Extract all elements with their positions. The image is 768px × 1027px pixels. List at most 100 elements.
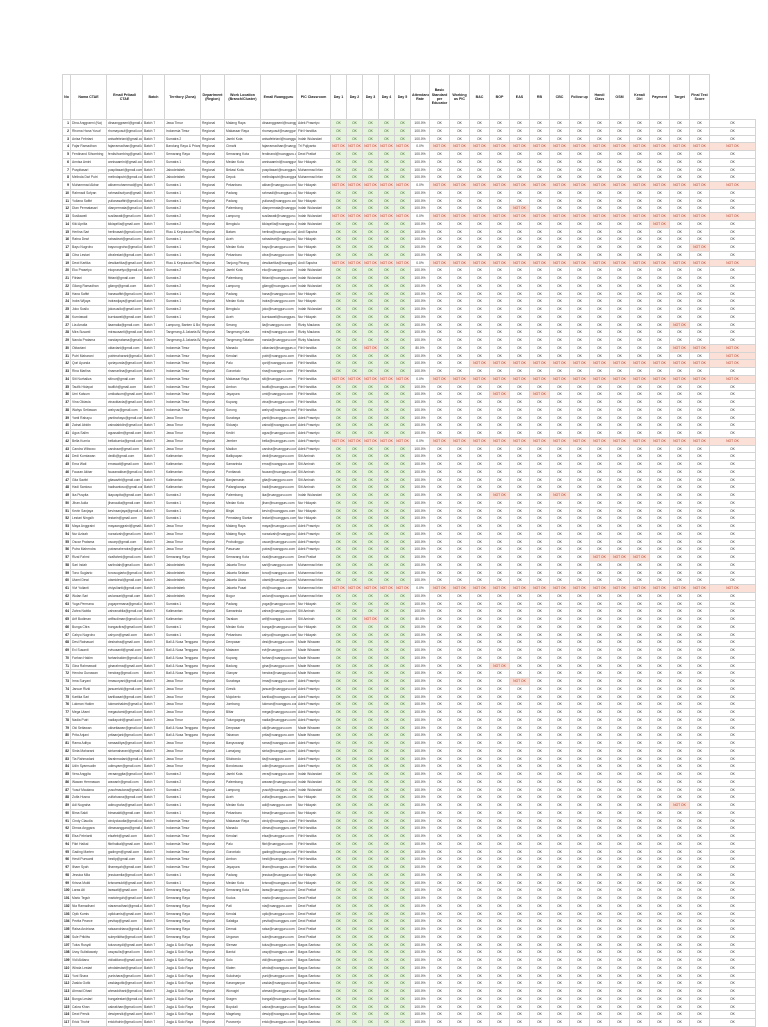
cell-email[interactable]: adinugraha@gmail.com [106, 801, 143, 810]
score-status[interactable]: OK [429, 405, 450, 415]
cell-batch[interactable]: Batch 7 [142, 514, 165, 523]
cell-dept[interactable]: Regional [200, 258, 225, 268]
attendance-rate[interactable]: 100.0% [410, 708, 430, 717]
score-status[interactable]: OK [649, 382, 670, 392]
cell-name[interactable]: Mega Utami [70, 708, 107, 717]
day-status[interactable]: OK [346, 514, 363, 523]
score-status[interactable]: OK [569, 808, 590, 818]
row-number[interactable]: 64 [62, 607, 71, 616]
score-status[interactable]: OK [709, 801, 756, 810]
score-status[interactable]: OK [589, 522, 610, 531]
score-status[interactable]: OK [689, 878, 710, 888]
cell-pic[interactable]: Adek Prasetyo [296, 739, 331, 748]
day-status[interactable]: OK [378, 134, 395, 144]
score-status[interactable]: OK [429, 653, 450, 663]
score-status[interactable]: OK [669, 855, 690, 864]
score-status[interactable]: OK [629, 126, 650, 136]
cell-pic[interactable]: Fitri Handika [296, 847, 331, 857]
score-status[interactable]: OK [449, 196, 470, 206]
cell-email[interactable]: nandapratama@gmail.com [106, 336, 143, 345]
day-status[interactable]: OK [394, 677, 411, 686]
score-status[interactable]: OK [689, 452, 710, 461]
cell-pic[interactable]: Adek Prasetyo [296, 529, 331, 539]
score-status[interactable]: OK [429, 289, 450, 299]
day-status[interactable]: OK [362, 646, 379, 655]
cell-pic[interactable]: Rizky Maulana [296, 336, 331, 345]
score-status[interactable]: OK [509, 963, 530, 973]
score-status[interactable]: OK [429, 343, 450, 353]
day-status[interactable]: OK [346, 847, 363, 857]
score-status[interactable]: OK [509, 266, 530, 275]
score-status[interactable]: OK [469, 173, 490, 182]
day-status[interactable]: OK [378, 467, 395, 477]
score-status[interactable]: OK [509, 808, 530, 818]
score-status[interactable]: OK [709, 1018, 756, 1027]
cell-rg[interactable]: mira@ruangguru.com [260, 328, 297, 337]
score-status[interactable]: OK [669, 1018, 690, 1027]
day-status[interactable]: OK [330, 963, 347, 973]
score-status[interactable]: OK [429, 188, 450, 198]
row-number[interactable]: 61 [62, 584, 71, 593]
cell-loc[interactable]: Bogor [224, 591, 261, 601]
row-number[interactable]: 65 [62, 615, 71, 624]
score-status[interactable]: OK [429, 320, 450, 330]
cell-batch[interactable]: Batch 7 [142, 405, 165, 415]
score-status[interactable]: OK [529, 250, 550, 260]
score-status[interactable]: OK [549, 235, 570, 244]
score-status[interactable]: OK [549, 956, 570, 965]
score-status[interactable]: NOT OK [589, 258, 610, 268]
score-status[interactable]: OK [529, 901, 550, 911]
cell-territory[interactable]: Sumatra 1 [164, 250, 201, 260]
cell-dept[interactable]: Regional [200, 351, 225, 361]
score-status[interactable]: OK [429, 1018, 450, 1027]
cell-name[interactable]: Annisa Amini [70, 157, 107, 167]
attendance-rate[interactable]: 100.0% [410, 700, 430, 709]
score-status[interactable]: OK [489, 188, 510, 198]
score-status[interactable]: OK [429, 545, 450, 554]
score-status[interactable]: OK [649, 971, 670, 981]
score-status[interactable]: OK [449, 429, 470, 438]
column-header[interactable]: RB [529, 74, 550, 120]
score-status[interactable]: OK [529, 568, 550, 578]
score-status[interactable]: OK [429, 196, 450, 206]
score-status[interactable]: OK [429, 576, 450, 585]
score-status[interactable]: OK [449, 855, 470, 864]
day-status[interactable]: OK [330, 134, 347, 144]
attendance-rate[interactable]: 100.0% [410, 227, 430, 237]
cell-name[interactable]: Lestari Ningsih [70, 514, 107, 523]
day-status[interactable]: OK [346, 522, 363, 531]
score-status[interactable]: OK [549, 599, 570, 609]
cell-loc[interactable]: Kendari [224, 832, 261, 841]
cell-email[interactable]: dianpermata@gmail.com [106, 204, 143, 213]
score-status[interactable]: OK [609, 467, 630, 477]
table-row[interactable]: 45 Erna Wati ernawati@gmail.com Batch 7 Kali… [62, 460, 756, 469]
cell-pic[interactable]: Bagus Santoso [296, 1010, 331, 1019]
cell-email[interactable]: bungacitra@gmail.com [106, 622, 143, 632]
day-status[interactable]: OK [330, 390, 347, 399]
cell-rg[interactable]: yuni@ruangguru.com [260, 971, 297, 981]
score-status[interactable]: OK [649, 932, 670, 942]
cell-pic[interactable]: Siti Aminah [296, 483, 331, 492]
cell-territory[interactable]: Semarang Raya [164, 886, 201, 895]
score-status[interactable]: OK [549, 157, 570, 167]
score-status[interactable]: OK [489, 731, 510, 740]
score-status[interactable]: OK [489, 708, 510, 717]
score-status[interactable]: OK [569, 537, 590, 547]
day-status[interactable]: OK [346, 591, 363, 601]
day-status[interactable]: OK [378, 328, 395, 337]
score-status[interactable]: OK [569, 925, 590, 934]
score-status[interactable]: OK [629, 328, 650, 337]
row-number[interactable]: 90 [62, 808, 71, 818]
cell-dept[interactable]: Regional [200, 452, 225, 461]
score-status[interactable]: OK [509, 219, 530, 229]
cell-territory[interactable]: Jawa Timur [164, 537, 201, 547]
score-status[interactable]: OK [489, 754, 510, 764]
score-status[interactable]: OK [649, 708, 670, 717]
score-status[interactable]: OK [569, 708, 590, 717]
score-status[interactable]: OK [429, 467, 450, 477]
score-status[interactable]: NOT OK [489, 491, 510, 500]
score-status[interactable]: NOT OK [589, 436, 610, 446]
score-status[interactable]: OK [489, 560, 510, 570]
score-status[interactable]: OK [429, 925, 450, 934]
score-status[interactable]: OK [529, 204, 550, 213]
